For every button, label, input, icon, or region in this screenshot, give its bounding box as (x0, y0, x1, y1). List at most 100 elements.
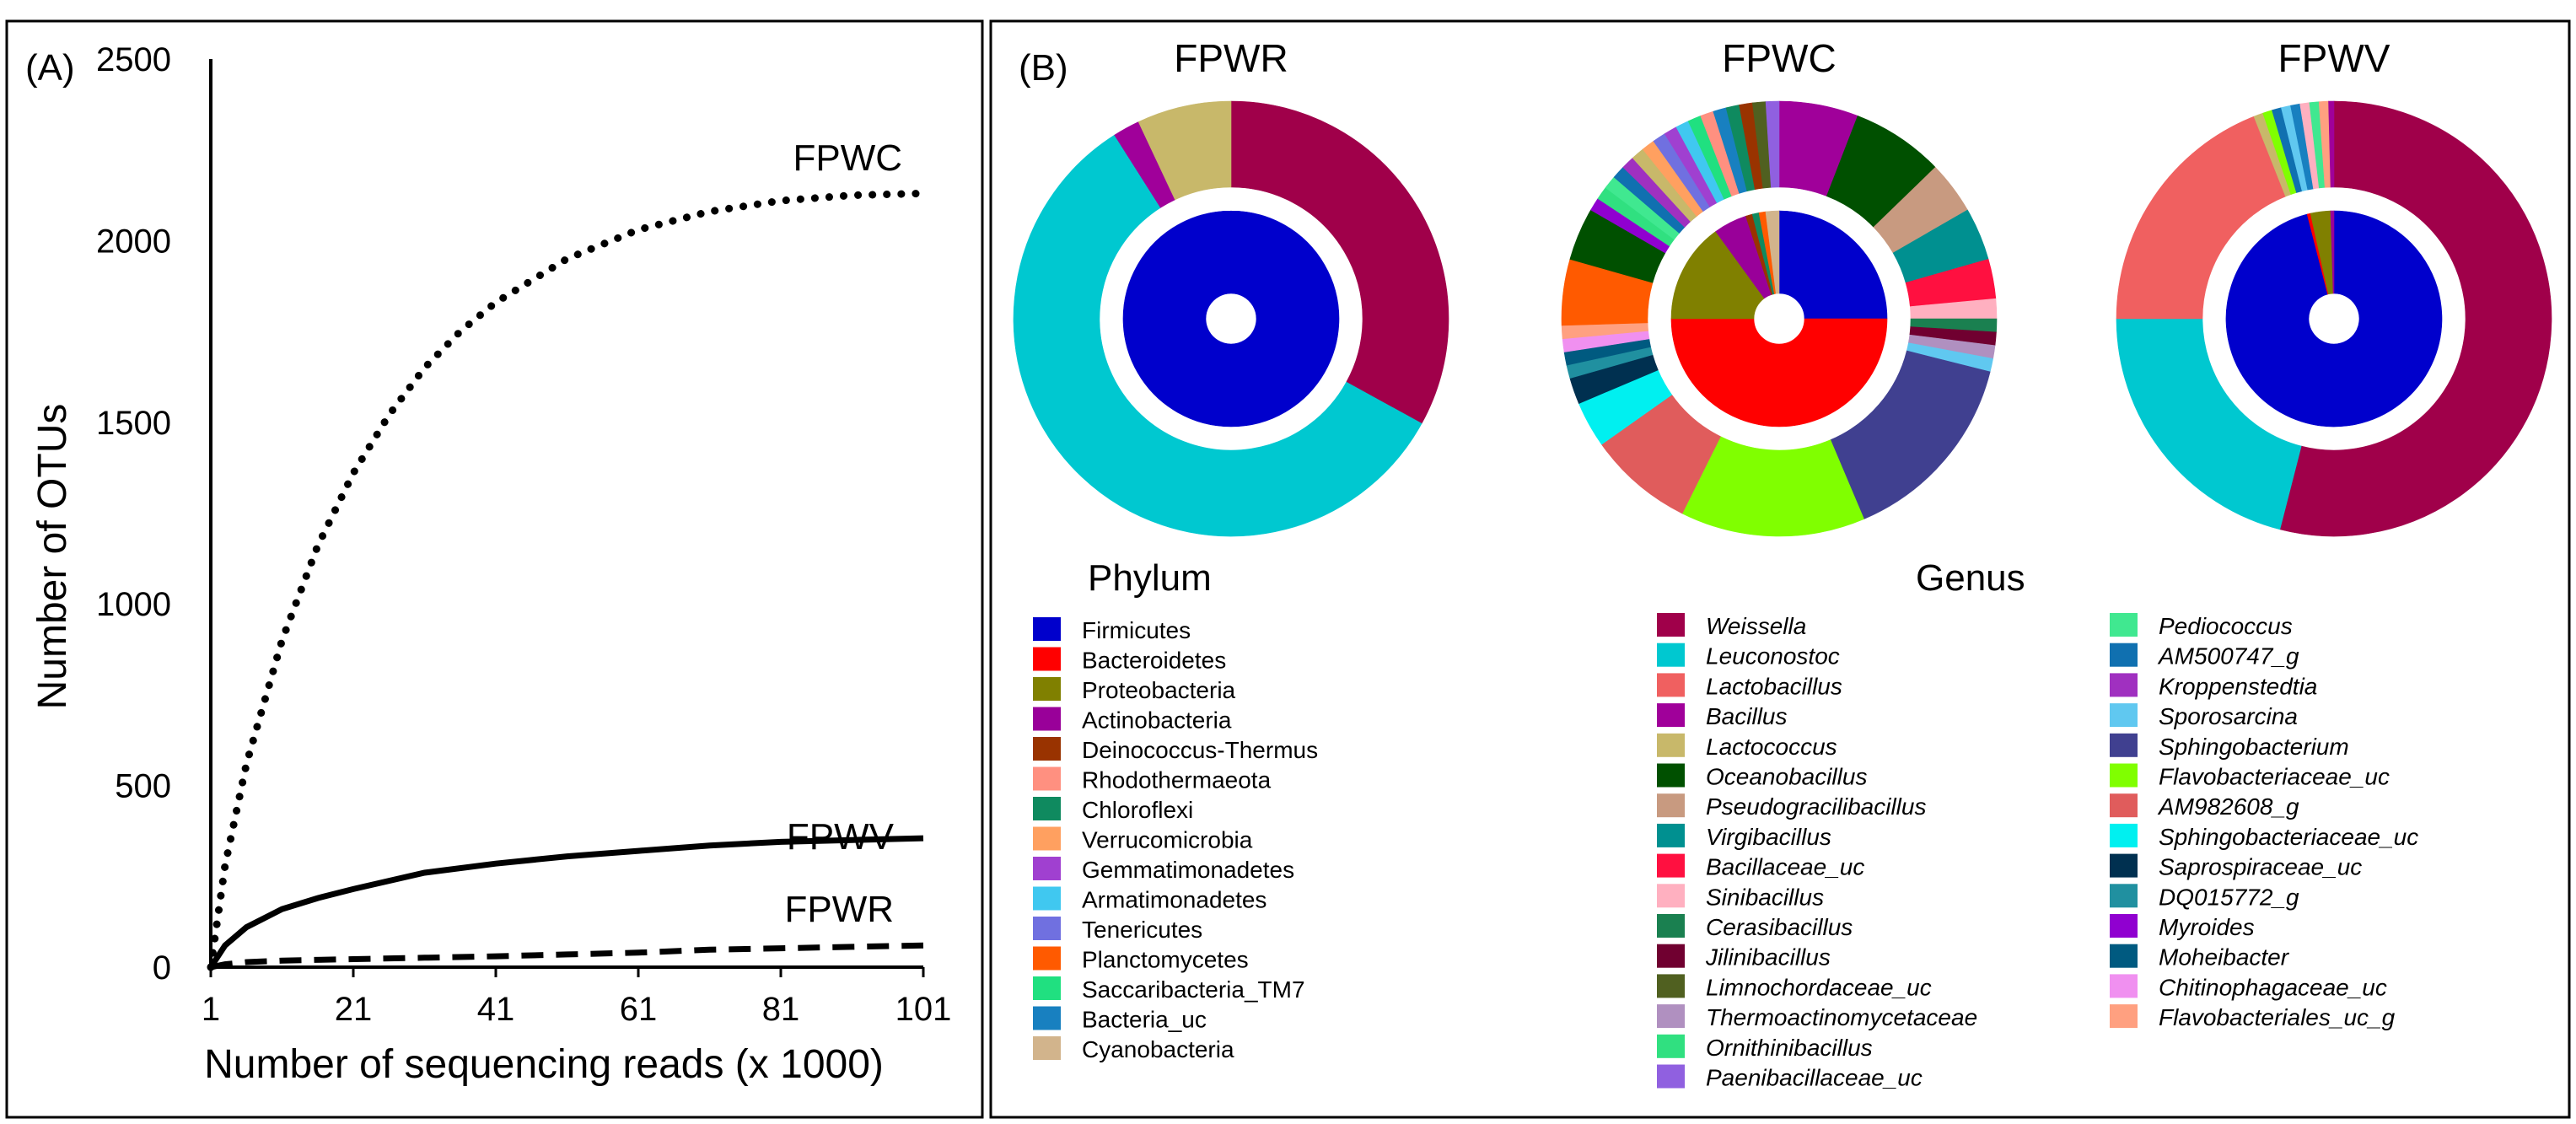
legend-swatch-ornithinibacillus (1657, 1034, 1685, 1058)
legend-swatch-limnochordaceae-uc (1657, 974, 1685, 998)
legend-label-chloroflexi: Chloroflexi (1082, 797, 1193, 823)
legend-swatch-verrucomicrobia (1033, 826, 1061, 851)
legend-label-am500747-g: AM500747_g (2157, 643, 2299, 670)
legend-swatch-myroides (2110, 914, 2138, 938)
y-tick-label: 2500 (96, 41, 171, 78)
y-tick-label: 1500 (96, 405, 171, 442)
donut-title-fpwc: FPWC (1722, 36, 1836, 80)
panel-a-label: (A) (25, 47, 75, 89)
legend-label-chitinophagaceae-uc: Chitinophagaceae_uc (2159, 974, 2387, 1000)
phylum-fpwc-slice-proteobacteria (1670, 231, 1765, 320)
legend-swatch-lactococcus (1657, 733, 1685, 757)
legend-title-genus: Genus (1916, 557, 2025, 599)
legend-label-deinococcus-thermus: Deinococcus-Thermus (1082, 737, 1318, 763)
legend-genus-column-1: Weissella Leuconostoc Lactobacillus Bacillu… (1657, 613, 1977, 1091)
legend-label-armatimonadetes: Armatimonadetes (1082, 887, 1266, 913)
legend-swatch-cerasibacillus (1657, 914, 1685, 938)
legend-label-flavobacteriales-uc-g: Flavobacteriales_uc_g (2159, 1004, 2396, 1030)
legend-swatch-pediococcus (2110, 613, 2138, 637)
legend-label-thermoactinomycetaceae: Thermoactinomycetaceae (1706, 1004, 1977, 1030)
genus-fpwv-slice-lactobacillus (2116, 116, 2286, 320)
donut-charts (1013, 100, 2552, 537)
donut-title-fpwv: FPWV (2278, 36, 2390, 80)
legend-label-sporosarcina: Sporosarcina (2159, 703, 2298, 729)
legend-label-paenibacillaceae-uc: Paenibacillaceae_uc (1706, 1065, 1923, 1091)
legend-swatch-leuconostoc (1657, 643, 1685, 667)
phylum-fpwr-slice-firmicutes (1122, 210, 1340, 428)
legend-phylum: Firmicutes Bacteroidetes Proteobacteria Act… (1033, 617, 1318, 1062)
phylum-fpwc-slice-cyanobacteria (1765, 210, 1780, 294)
rarefaction-series: FPWC FPWV FPWR (207, 137, 928, 971)
legend-swatch-sphingobacterium (2110, 733, 2138, 757)
y-tick-label: 1000 (96, 586, 171, 623)
series-line-fpwr (210, 942, 924, 971)
phylum-fpwv-slice-firmicutes (2225, 210, 2443, 428)
series-line-fpwc (207, 189, 928, 971)
legend-label-planctomycetes: Planctomycetes (1082, 947, 1249, 973)
legend-label-bacteroidetes: Bacteroidetes (1082, 648, 1226, 674)
legend-label-myroides: Myroides (2159, 914, 2255, 940)
legend-swatch-sphingobacteriaceae-uc (2110, 823, 2138, 847)
legend-label-ornithinibacillus: Ornithinibacillus (1706, 1035, 1873, 1061)
legend-swatch-deinococcus-thermus (1033, 737, 1061, 761)
phylum-fpwc-slice-bacteroidetes (1670, 318, 1888, 428)
legend-label-am982608-g: AM982608_g (2157, 793, 2299, 820)
legend-swatch-rhodothermaeota (1033, 766, 1061, 791)
rarefaction-axes: 0 500 1000 1500 2000 2500 1 21 41 61 81 101 (96, 41, 951, 1028)
legend-swatch-gemmatimonadetes (1033, 857, 1061, 880)
legend-swatch-pseudogracilibacillus (1657, 793, 1685, 818)
legend-swatch-am500747-g (2110, 643, 2138, 667)
phylum-fpwc-slice-firmicutes (1778, 210, 1888, 320)
legend-swatch-flavobacteriales-uc-g (2110, 1004, 2138, 1029)
legend-swatch-firmicutes (1033, 617, 1061, 641)
composition-panel: (B) FPWR FPWC FPWV Phylum Genus Firmicut… (1013, 36, 2552, 1091)
legend-swatch-tenericutes (1033, 917, 1061, 940)
legend-swatch-sporosarcina (2110, 703, 2138, 728)
legend-swatch-bacillaceae-uc (1657, 853, 1685, 878)
legend-swatch-dq015772-g (2110, 884, 2138, 908)
legend-title-phylum: Phylum (1088, 557, 1212, 599)
series-line-fpwv (208, 835, 924, 969)
legend-label-dq015772-g: DQ015772_g (2159, 884, 2299, 910)
x-tick-label: 21 (335, 991, 373, 1028)
y-tick-label: 500 (115, 768, 171, 805)
legend-label-saccaribacteria-tm7: Saccaribacteria_TM7 (1082, 976, 1305, 1003)
genus-fpwc-slice-paenibacillaceae-uc (1765, 100, 1780, 188)
series-label-fpwv: FPWV (787, 816, 895, 858)
legend-swatch-cyanobacteria (1033, 1036, 1061, 1060)
legend-swatch-oceanobacillus (1657, 763, 1685, 788)
legend-swatch-sinibacillus (1657, 884, 1685, 908)
legend-label-weissella: Weissella (1706, 613, 1806, 639)
series-label-fpwr: FPWR (784, 889, 894, 930)
legend-label-moheibacter: Moheibacter (2159, 944, 2290, 971)
legend-swatch-kroppenstedtia (2110, 673, 2138, 697)
x-axis-title: Number of sequencing reads (x 1000) (204, 1042, 884, 1087)
legend-label-cerasibacillus: Cerasibacillus (1706, 914, 1853, 940)
legend-label-lactobacillus: Lactobacillus (1706, 673, 1842, 699)
y-tick-label: 2000 (96, 223, 171, 260)
series-label-fpwc: FPWC (793, 137, 902, 179)
legend-label-actinobacteria: Actinobacteria (1082, 707, 1232, 734)
legend-swatch-armatimonadetes (1033, 886, 1061, 911)
legend-swatch-virgibacillus (1657, 823, 1685, 847)
legend-swatch-chitinophagaceae-uc (2110, 974, 2138, 998)
x-tick-label: 101 (895, 991, 952, 1028)
rarefaction-chart: (A) 0 500 1000 1500 2000 2500 1 21 41 61 81 101 FPW… (25, 41, 951, 1087)
legend-swatch-bacteria-uc (1033, 1006, 1061, 1030)
legend-label-bacteria-uc: Bacteria_uc (1082, 1007, 1207, 1033)
legend-label-gemmatimonadetes: Gemmatimonadetes (1082, 857, 1294, 883)
y-axis-title: Number of OTUs (30, 404, 75, 710)
legend-swatch-chloroflexi (1033, 797, 1061, 820)
legend-label-bacillaceae-uc: Bacillaceae_uc (1706, 854, 1864, 880)
legend-swatch-saccaribacteria-tm7 (1033, 976, 1061, 1000)
legend-swatch-proteobacteria (1033, 677, 1061, 701)
y-tick-label: 0 (153, 949, 171, 987)
legend-label-jilinibacillus: Jilinibacillus (1705, 944, 1831, 971)
legend-genus-column-2: Pediococcus AM500747_g Kroppenstedtia Sporo… (2110, 613, 2418, 1030)
legend-swatch-planctomycetes (1033, 946, 1061, 971)
phylum-fpwv-slice-actinobacteria (2330, 210, 2335, 294)
legend-label-verrucomicrobia: Verrucomicrobia (1082, 827, 1253, 853)
genus-fpwr-slice-lactococcus (1137, 100, 1232, 201)
legend-label-tenericutes: Tenericutes (1082, 917, 1202, 943)
